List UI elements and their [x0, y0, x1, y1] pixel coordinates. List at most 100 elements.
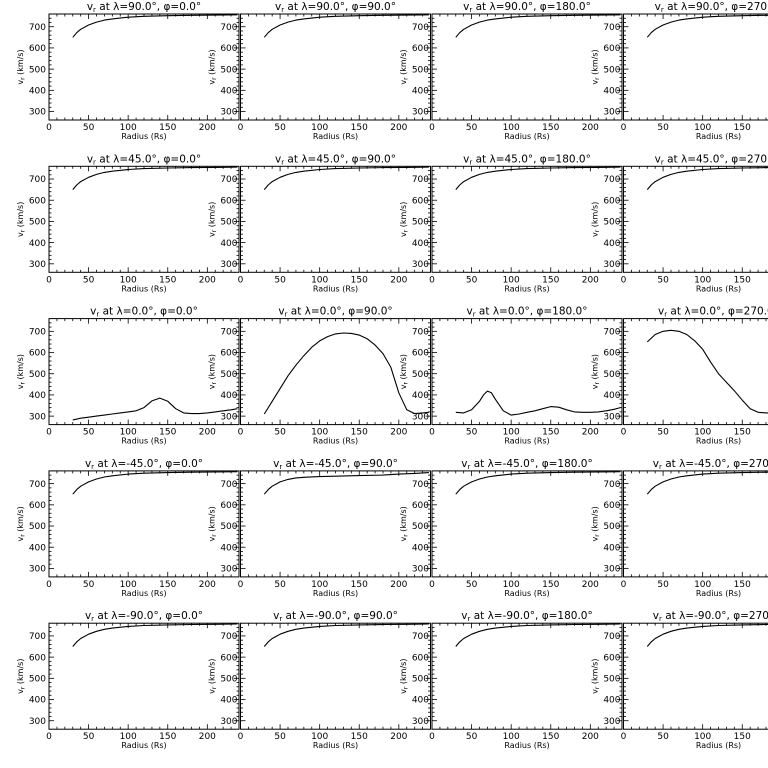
- x-axis-label: Radius (Rs): [121, 437, 166, 446]
- x-tick-label: 50: [83, 428, 95, 438]
- x-tick-label: 150: [734, 428, 751, 438]
- y-tick-label: 500: [603, 370, 620, 380]
- y-tick-label: 600: [412, 196, 429, 206]
- panel-17: vr at λ=-90.0°, φ=0.0° 0 50 100 150 200 300 400…: [16, 610, 240, 750]
- y-tick-label: 600: [412, 653, 429, 663]
- y-tick-label: 300: [220, 412, 237, 422]
- x-tick-label: 100: [120, 580, 137, 590]
- y-tick-label: 700: [412, 175, 429, 185]
- panel-title: vr at λ=45.0°, φ=90.0°: [275, 153, 396, 166]
- x-tick-label: 200: [199, 580, 216, 590]
- x-tick-label: 150: [542, 275, 559, 285]
- y-tick-label: 300: [29, 412, 46, 422]
- panel-12: vr at λ=0.0°, φ=270.0°050100150200300400…: [591, 306, 768, 446]
- y-tick-label: 700: [603, 23, 620, 33]
- series-line: [72, 14, 238, 38]
- y-tick-label: 600: [220, 44, 237, 54]
- y-tick-label: 400: [412, 543, 429, 553]
- y-axis-label: vr (km/s): [399, 354, 410, 389]
- y-tick-label: 400: [603, 87, 620, 97]
- y-tick-label: 600: [220, 501, 237, 511]
- panel-title: vr at λ=-90.0°, φ=0.0°: [85, 610, 203, 623]
- y-tick-label: 600: [29, 196, 46, 206]
- y-tick-label: 500: [603, 65, 620, 75]
- y-axis-label: vr (km/s): [591, 49, 602, 84]
- plot-frame: [623, 13, 768, 121]
- x-tick-label: 50: [274, 580, 286, 590]
- panel-title: vr at λ=90.0°, φ=0.0°: [87, 1, 201, 14]
- x-axis-label: Radius (Rs): [696, 284, 741, 293]
- x-tick-label: 0: [621, 123, 627, 133]
- x-tick-label: 150: [159, 428, 176, 438]
- y-tick-label: 400: [220, 239, 237, 249]
- y-tick-label: 700: [412, 23, 429, 33]
- x-axis-label: Radius (Rs): [504, 284, 549, 293]
- y-axis-label: vr (km/s): [591, 506, 602, 541]
- y-tick-label: 400: [412, 239, 429, 249]
- x-tick-label: 50: [274, 428, 286, 438]
- y-tick-label: 400: [220, 87, 237, 97]
- panel-title: vr at λ=-90.0°, φ=180.0°: [461, 610, 592, 623]
- x-tick-label: 50: [83, 123, 95, 133]
- x-tick-label: 150: [351, 732, 368, 742]
- x-tick-label: 150: [159, 275, 176, 285]
- x-tick-label: 150: [159, 732, 176, 742]
- y-tick-label: 300: [603, 108, 620, 118]
- y-tick-label: 300: [29, 565, 46, 575]
- panel-title: vr at λ=0.0°, φ=0.0°: [90, 306, 198, 319]
- y-tick-label: 700: [603, 175, 620, 185]
- x-tick-label: 200: [390, 580, 407, 590]
- x-tick-label: 150: [734, 732, 751, 742]
- y-tick-label: 500: [412, 522, 429, 532]
- y-axis-label: vr (km/s): [591, 354, 602, 389]
- series-line: [263, 472, 429, 495]
- panel-8: vr at λ=45.0°, φ=270.0°05010015020030040…: [591, 153, 768, 293]
- y-axis-label: vr (km/s): [591, 202, 602, 237]
- x-tick-label: 0: [46, 428, 52, 438]
- x-tick-label: 0: [46, 123, 52, 133]
- y-tick-label: 700: [29, 632, 46, 642]
- y-tick-label: 700: [29, 480, 46, 490]
- panel-4: vr at λ=90.0°, φ=270.0°05010015020030040…: [591, 1, 768, 141]
- y-tick-label: 300: [603, 412, 620, 422]
- y-axis-label: vr (km/s): [16, 506, 27, 541]
- y-tick-label: 300: [412, 108, 429, 118]
- x-tick-label: 0: [621, 732, 627, 742]
- y-tick-label: 500: [220, 370, 237, 380]
- series-line: [455, 471, 621, 495]
- x-tick-label: 200: [199, 275, 216, 285]
- panel-title: vr at λ=-90.0°, φ=270.0°: [653, 610, 768, 623]
- y-tick-label: 700: [220, 175, 237, 185]
- panel-title: vr at λ=-45.0°, φ=180.0°: [461, 458, 592, 471]
- x-tick-label: 0: [621, 428, 627, 438]
- y-tick-label: 500: [412, 65, 429, 75]
- x-tick-label: 50: [657, 580, 669, 590]
- panel-9: vr at λ=0.0°, φ=0.0° 0 50 100 150 200 300 400 50…: [16, 306, 240, 446]
- y-tick-label: 700: [29, 23, 46, 33]
- x-tick-label: 150: [734, 123, 751, 133]
- x-tick-label: 50: [657, 732, 669, 742]
- x-axis-label: Radius (Rs): [696, 437, 741, 446]
- x-axis-label: Radius (Rs): [313, 589, 358, 598]
- x-tick-label: 50: [83, 732, 95, 742]
- x-tick-label: 100: [120, 123, 137, 133]
- x-axis-label: Radius (Rs): [504, 589, 549, 598]
- y-tick-label: 500: [412, 218, 429, 228]
- panel-2: vr at λ=90.0°, φ=90.0° 0 50 100 150 200 300 400…: [208, 1, 431, 141]
- y-tick-label: 700: [412, 328, 429, 338]
- y-tick-label: 500: [29, 675, 46, 685]
- x-tick-label: 0: [429, 428, 435, 438]
- y-tick-label: 700: [29, 328, 46, 338]
- x-axis-label: Radius (Rs): [121, 284, 166, 293]
- series-line: [263, 166, 429, 190]
- x-tick-label: 200: [390, 275, 407, 285]
- series-line: [72, 471, 238, 495]
- x-tick-label: 50: [83, 580, 95, 590]
- x-tick-label: 150: [542, 428, 559, 438]
- x-axis-label: Radius (Rs): [696, 741, 741, 750]
- x-tick-label: 100: [503, 275, 520, 285]
- y-tick-label: 300: [412, 412, 429, 422]
- x-tick-label: 150: [351, 428, 368, 438]
- y-axis-label: vr (km/s): [591, 659, 602, 694]
- x-tick-label: 100: [311, 275, 328, 285]
